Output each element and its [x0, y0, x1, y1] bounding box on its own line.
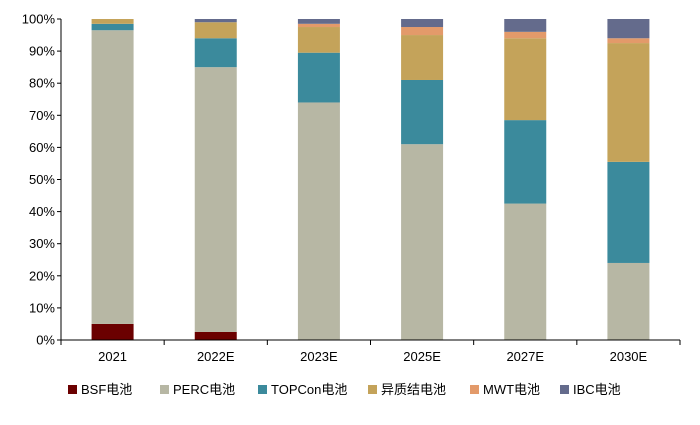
y-tick-label: 70% — [29, 108, 55, 123]
bar-stack — [607, 19, 650, 340]
x-tick-label: 2022E — [197, 349, 235, 364]
legend-label: MWT电池 — [483, 382, 540, 397]
legend-swatch — [258, 385, 267, 394]
y-tick-label: 60% — [29, 140, 55, 155]
bar-stack — [504, 19, 547, 340]
bar-stack — [194, 19, 237, 340]
bar-segment — [297, 52, 340, 103]
bar-segment — [91, 19, 134, 24]
y-tick-label: 80% — [29, 76, 55, 91]
y-tick-label: 20% — [29, 268, 55, 283]
bar-segment — [401, 79, 444, 145]
legend-item: IBC电池 — [560, 382, 621, 397]
y-tick-label: 50% — [29, 172, 55, 187]
y-tick-label: 10% — [29, 300, 55, 315]
bar-segment — [194, 67, 237, 332]
bar-segment — [297, 102, 340, 341]
legend-swatch — [470, 385, 479, 394]
bar-segment — [91, 30, 134, 324]
bar-segment — [297, 19, 340, 24]
x-tick-label: 2025E — [403, 349, 441, 364]
x-tick-label: 2023E — [300, 349, 338, 364]
bar-stack — [297, 19, 340, 341]
legend-label: 异质结电池 — [381, 382, 446, 397]
bar-segment — [401, 144, 444, 340]
bar-segment — [607, 38, 650, 44]
bar-segment — [504, 203, 547, 340]
x-tick-label: 2027E — [506, 349, 544, 364]
bar-segment — [504, 120, 547, 204]
bar-segment — [91, 23, 134, 31]
bar-segment — [194, 19, 237, 23]
legend-label: BSF电池 — [81, 382, 132, 397]
bar-segment — [297, 23, 340, 28]
y-tick-label: 40% — [29, 204, 55, 219]
y-tick-label: 100% — [22, 12, 56, 27]
bar-segment — [401, 35, 444, 80]
legend-item: MWT电池 — [470, 382, 540, 397]
legend-label: IBC电池 — [573, 382, 621, 397]
bar-stack — [91, 19, 134, 340]
legend-item: 异质结电池 — [368, 382, 446, 397]
bar-segment — [91, 323, 134, 340]
y-tick-label: 90% — [29, 44, 55, 59]
legend-swatch — [160, 385, 169, 394]
bar-segment — [194, 331, 237, 340]
legend-item: TOPCon电池 — [258, 382, 347, 397]
bar-segment — [607, 19, 650, 39]
bar-segment — [194, 22, 237, 39]
bar-segment — [401, 19, 444, 28]
bar-segment — [297, 27, 340, 53]
bar-segment — [194, 38, 237, 68]
bar-segment — [504, 19, 547, 32]
legend-item: PERC电池 — [160, 382, 235, 397]
y-tick-label: 0% — [36, 333, 55, 348]
y-tick-label: 30% — [29, 236, 55, 251]
legend-swatch — [560, 385, 569, 394]
bar-segment — [607, 262, 650, 340]
bar-segment — [607, 43, 650, 162]
legend-label: TOPCon电池 — [271, 382, 347, 397]
bar-segment — [607, 161, 650, 263]
legend-swatch — [68, 385, 77, 394]
legend-label: PERC电池 — [173, 382, 235, 397]
bar-segment — [504, 38, 547, 121]
bar-segment — [401, 27, 444, 36]
x-tick-label: 2030E — [610, 349, 648, 364]
bar-segment — [504, 31, 547, 39]
bar-stack — [401, 19, 444, 340]
x-tick-label: 2021 — [98, 349, 127, 364]
legend-swatch — [368, 385, 377, 394]
legend-item: BSF电池 — [68, 382, 132, 397]
